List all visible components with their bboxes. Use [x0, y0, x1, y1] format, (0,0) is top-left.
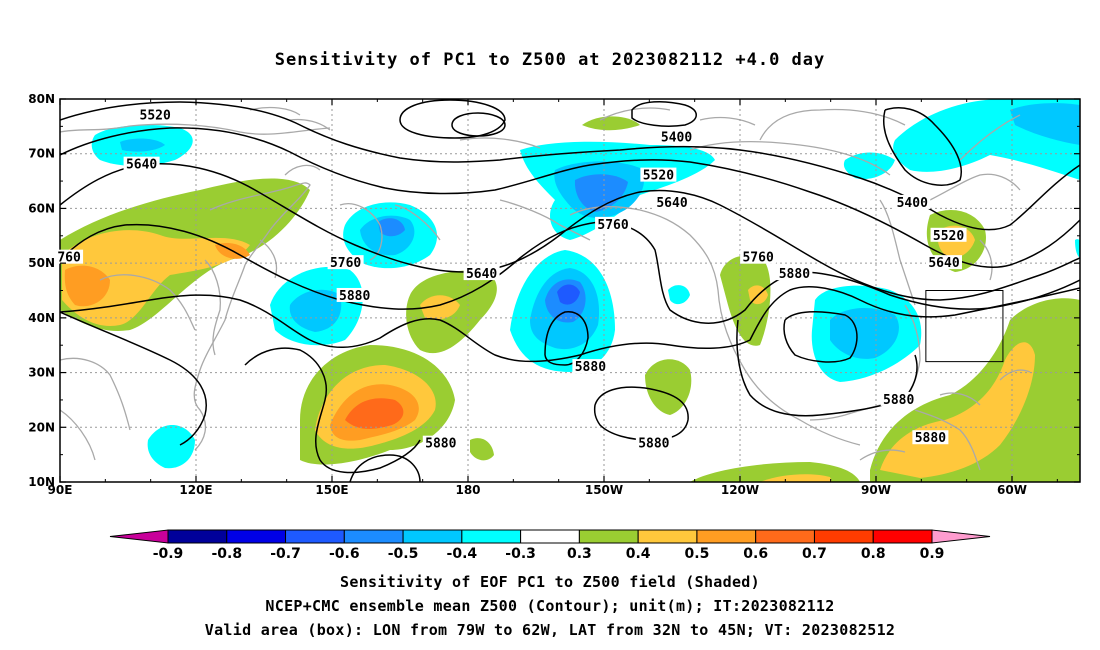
z500-contours: [60, 99, 1080, 482]
negative-region: [120, 138, 165, 152]
positive-region: [760, 474, 832, 482]
colorbar-swatch: [343, 529, 404, 544]
colorbar-swatch: [461, 529, 522, 544]
colorbar-swatch: [578, 529, 639, 544]
colorbar-label: 0.6: [743, 546, 768, 562]
contour-label: 760: [57, 251, 81, 266]
colorbar-over-triangle: [931, 529, 991, 544]
colorbar-label: -0.5: [388, 546, 419, 562]
lon-tick-label: 60W: [997, 483, 1027, 497]
colorbar-swatch: [813, 529, 874, 544]
negative-region: [574, 174, 628, 212]
lat-tick-label: 70N: [28, 147, 55, 161]
colorbar-under-triangle: [109, 529, 169, 544]
contour-label: 5400: [661, 130, 692, 145]
contour-label: 5880: [779, 267, 810, 282]
contour-label: 5400: [897, 196, 928, 211]
contour-label: 5880: [638, 437, 669, 452]
lon-tick-label: 150W: [585, 483, 623, 497]
colorbar-label: -0.7: [270, 546, 301, 562]
caption-line-1: Sensitivity of EOF PC1 to Z500 field (Sh…: [340, 573, 760, 591]
colorbar-swatch: [226, 529, 287, 544]
lon-tick-label: 90E: [48, 483, 73, 497]
colorbar-label: 0.4: [626, 546, 651, 562]
grid-lines: [60, 99, 1080, 482]
colorbar-swatch: [872, 529, 933, 544]
lon-tick-label: 120W: [721, 483, 759, 497]
colorbar-label: 0.3: [567, 546, 592, 562]
negative-region: [557, 284, 580, 305]
negative-region: [830, 308, 899, 359]
colorbar-swatch: [696, 529, 757, 544]
lon-tick-label: 90W: [861, 483, 891, 497]
colorbar-label: 0.5: [685, 546, 710, 562]
page-title: Sensitivity of PC1 to Z500 at 2023082112…: [274, 50, 826, 70]
lon-tick-label: 150E: [315, 483, 348, 497]
colorbar-label: -0.4: [447, 546, 478, 562]
contour-label: 5520: [140, 108, 171, 123]
lat-tick-label: 30N: [28, 366, 55, 380]
contour-label: 5640: [928, 256, 959, 271]
colorbar-label: 0.7: [802, 546, 827, 562]
negative-region: [668, 285, 690, 305]
contour-label: 5640: [466, 267, 497, 282]
lat-tick-label: 10N: [28, 475, 55, 489]
contour-label: 5880: [575, 360, 606, 375]
lon-tick-label: 120E: [179, 483, 212, 497]
lat-tick-label: 50N: [28, 256, 55, 270]
negative-region: [378, 218, 405, 237]
contour-label: 5760: [742, 251, 773, 266]
lat-tick-label: 20N: [28, 420, 55, 434]
shading-layer: [60, 99, 1080, 482]
colorbar-swatch: [637, 529, 698, 544]
negative-region: [289, 289, 342, 332]
positive-region: [720, 255, 771, 346]
lon-tick-label: 180: [455, 483, 480, 497]
valid-area-box: [925, 290, 1004, 363]
contour-label: 5880: [339, 289, 370, 304]
positive-region: [582, 116, 640, 131]
colorbar-swatch: [285, 529, 345, 544]
colorbar-label: -0.8: [211, 546, 242, 562]
contour-label: 5760: [330, 256, 361, 271]
contour-label: 5880: [425, 437, 456, 452]
colorbar: -0.9 -0.8 -0.7 -0.6 -0.5 -0.4 -0.3 0.3 0.4 0.5 0.6…: [109, 529, 991, 562]
positive-region: [62, 230, 250, 326]
colorbar-label: 0.8: [861, 546, 886, 562]
caption-line-2: NCEP+CMC ensemble mean Z500 (Contour); u…: [265, 597, 835, 615]
contour-label: 5760: [597, 218, 628, 233]
lat-tick-label: 40N: [28, 311, 55, 325]
positive-region: [645, 359, 692, 415]
colorbar-swatch: [755, 529, 815, 544]
colorbar-label: -0.9: [153, 546, 184, 562]
positive-region: [345, 398, 404, 429]
contour-label: 5520: [643, 169, 674, 184]
colorbar-swatch: [402, 529, 463, 544]
contour-label: 5520: [933, 229, 964, 244]
negative-region: [1010, 103, 1080, 145]
colorbar-label: 0.9: [920, 546, 945, 562]
positive-region: [470, 438, 494, 461]
contour-label: 5880: [915, 431, 946, 446]
contour-label: 5640: [126, 158, 157, 173]
colorbar-label: -0.6: [329, 546, 360, 562]
colorbar-swatch: [167, 529, 228, 544]
positive-region: [64, 265, 110, 307]
negative-region: [1075, 239, 1080, 258]
lat-tick-label: 60N: [28, 201, 55, 215]
contour-label: 5640: [656, 196, 687, 211]
caption-line-3: Valid area (box): LON from 79W to 62W, L…: [204, 621, 896, 639]
colorbar-swatch: [520, 529, 580, 544]
colorbar-label: -0.3: [505, 546, 536, 562]
negative-region: [147, 425, 195, 469]
negative-region: [843, 152, 895, 180]
contour-label: 5880: [883, 393, 914, 408]
lat-tick-label: 80N: [28, 92, 55, 106]
